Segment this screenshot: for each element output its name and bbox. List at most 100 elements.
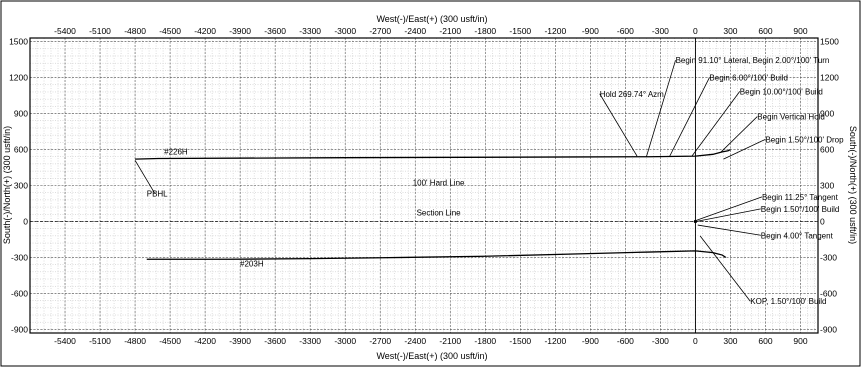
annotation-leader (134, 160, 156, 194)
x-tick-label-bottom: -3300 (299, 336, 321, 346)
x-tick-label-top: -3300 (299, 26, 321, 36)
series-line (135, 148, 731, 160)
y-tick-label-left: -600 (11, 288, 28, 298)
annotation-label: Begin 1.50°/100' Build (761, 205, 840, 214)
x-tick-label-bottom: -4200 (194, 336, 216, 346)
annotation-label: Begin 11.25° Tangent (762, 193, 839, 202)
y-tick-label-right: -300 (820, 252, 837, 262)
x-tick-label-bottom: -5400 (54, 336, 76, 346)
x-ticks-top: -5400 -5100 -4800 -4500 -4200 -3900 -3600 -3300… (54, 26, 808, 36)
y-ticks-left: -900 -600 -300 0 300 600 900 1200 1500 (9, 37, 28, 335)
y-tick-label-right: 300 (820, 181, 834, 191)
y-tick-label-right: -600 (820, 288, 837, 298)
y-tick-label-left: 300 (14, 181, 28, 191)
y-ticks-right: -900 -600 -300 0 300 600 900 1200 1500 (820, 37, 839, 335)
y-tick-label-right: 900 (820, 109, 834, 119)
x-tick-label-top: -2100 (439, 26, 461, 36)
x-tick-label-bottom: -2100 (439, 336, 461, 346)
x-tick-label-bottom: -3000 (334, 336, 356, 346)
y-tick-label-right: -900 (820, 324, 837, 334)
y-tick-label-left: 600 (14, 145, 28, 155)
x-tick-label-top: -1200 (544, 26, 566, 36)
y-tick-label-left: 0 (23, 216, 28, 226)
annotation-label: Hold 269.74° Azm (600, 90, 664, 99)
x-tick-label-bottom: -1500 (509, 336, 531, 346)
x-tick-label-top: -3000 (334, 26, 356, 36)
y-tick-label-left: -300 (11, 252, 28, 262)
annotation-label: Section Line (417, 208, 462, 217)
x-axis-title-bottom: West(-)/East(+) (300 usft/in) (376, 351, 487, 361)
annotation-label: #226H (164, 147, 188, 156)
annotation-label: Begin Vertical Hold (757, 113, 825, 122)
y-tick-label-left: 1500 (9, 37, 28, 47)
annotation-label: Begin 1.50°/100' Drop (765, 135, 844, 144)
annotation-leader (599, 93, 638, 157)
x-tick-label-bottom: -1800 (474, 336, 496, 346)
y-axis-title-right: South(-)/North(+) (300 usft/in) (848, 126, 858, 244)
x-tick-label-bottom: -3900 (229, 336, 251, 346)
x-tick-label-bottom: 0 (693, 336, 698, 346)
annotation-leader (691, 91, 741, 157)
x-tick-label-top: -2700 (369, 26, 391, 36)
plot-border (29, 37, 819, 334)
y-tick-label-left: 1200 (9, 73, 28, 83)
x-tick-label-bottom: -4800 (124, 336, 146, 346)
x-tick-label-top: 0 (693, 26, 698, 36)
x-tick-label-bottom: -2700 (369, 336, 391, 346)
annotation-label: Begin 4.00° Tangent (761, 231, 834, 240)
x-axis-title-top: West(-)/East(+) (300 usft/in) (376, 14, 487, 24)
x-tick-label-top: -2400 (404, 26, 426, 36)
x-tick-label-bottom: 300 (723, 336, 737, 346)
x-tick-label-bottom: 900 (793, 336, 807, 346)
x-tick-label-top: 900 (793, 26, 807, 36)
y-tick-label-left: -900 (11, 324, 28, 334)
annotation-leader (720, 116, 758, 153)
y-tick-label-right: 1200 (820, 73, 839, 83)
annotation-leader (723, 138, 766, 160)
x-tick-label-top: -3600 (264, 26, 286, 36)
annotations: Begin 91.10° Lateral, Begin 2.00°/100' T… (134, 56, 844, 306)
annotation-label: Begin 6.00°/100' Build (709, 74, 788, 83)
x-tick-label-top: -3900 (229, 26, 251, 36)
y-tick-label-right: 1500 (820, 37, 839, 47)
surface-location-marker (693, 219, 698, 224)
x-tick-label-top: -4500 (159, 26, 181, 36)
annotation-label: KOP, 1.50°/100' Build (750, 297, 826, 306)
x-tick-label-bottom: -2400 (404, 336, 426, 346)
x-tick-label-top: -5400 (54, 26, 76, 36)
annotation-leader (669, 77, 710, 157)
series-line (146, 250, 727, 260)
x-tick-label-top: -300 (652, 26, 669, 36)
x-tick-label-top: 300 (723, 26, 737, 36)
annotation-leader (697, 224, 761, 236)
x-tick-label-bottom: -900 (582, 336, 599, 346)
grid (29, 38, 818, 333)
annotation-label: PBHL (147, 189, 168, 198)
annotation-label: Begin 10.00°/100' Build (740, 87, 823, 96)
y-tick-label-right: 0 (820, 216, 825, 226)
x-tick-label-top: -600 (617, 26, 634, 36)
x-ticks-bottom: -5400 -5100 -4800 -4500 -4200 -3900 -3600 -3300… (54, 336, 808, 346)
x-tick-label-top: -1800 (474, 26, 496, 36)
annotation-leader (699, 235, 751, 302)
x-tick-label-bottom: -300 (652, 336, 669, 346)
x-tick-label-bottom: 600 (758, 336, 772, 346)
x-tick-label-top: -900 (582, 26, 599, 36)
y-tick-label-right: 600 (820, 145, 834, 155)
x-tick-label-bottom: -5100 (89, 336, 111, 346)
x-tick-label-top: 600 (758, 26, 772, 36)
annotation-label: 100' Hard Line (413, 179, 465, 188)
x-tick-label-top: -5100 (89, 26, 111, 36)
x-tick-label-top: -4200 (194, 26, 216, 36)
y-axis-title-left: South(-)/North(+) (300 usft/in) (2, 126, 12, 244)
annotation-leader (696, 196, 763, 221)
x-tick-label-top: -4800 (124, 26, 146, 36)
annotation-leader (646, 60, 676, 157)
x-tick-label-bottom: -4500 (159, 336, 181, 346)
annotation-leader (695, 208, 761, 222)
x-tick-label-bottom: -1200 (544, 336, 566, 346)
y-tick-label-left: 900 (14, 109, 28, 119)
